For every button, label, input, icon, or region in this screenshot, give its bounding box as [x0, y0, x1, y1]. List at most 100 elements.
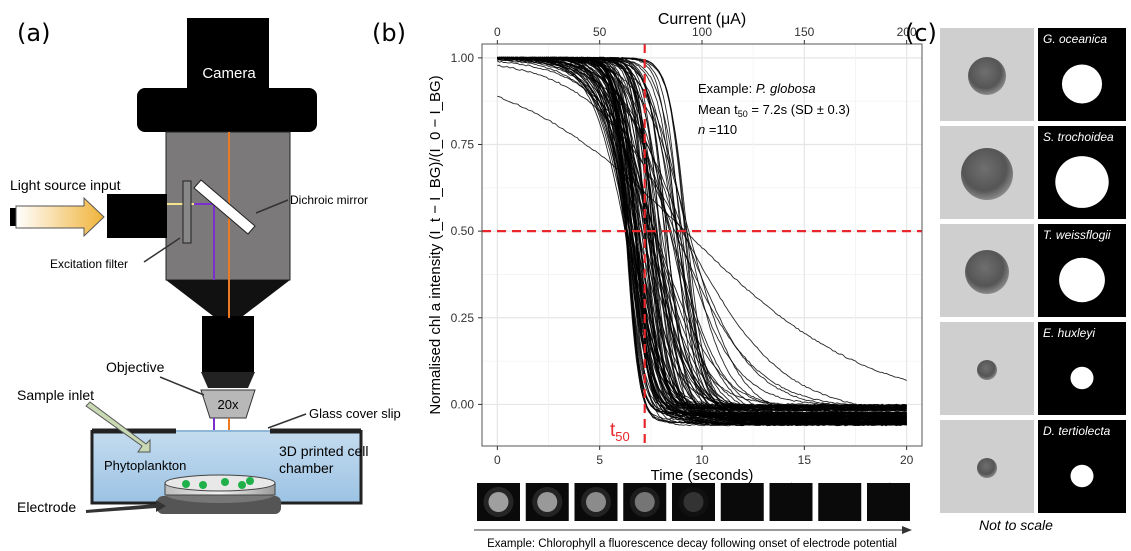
decay-curve [497, 95, 907, 381]
annotation-line2: Mean t50 = 7.2s (SD ± 0.3) [698, 102, 850, 119]
thumbnail-cell [586, 492, 606, 512]
cell-mask [1059, 257, 1105, 303]
y-tick-label: 0.00 [451, 397, 475, 411]
thumbnail-cell [634, 492, 655, 512]
decay-curve [497, 56, 907, 414]
decay-curve [497, 56, 907, 420]
chart-axes: 0.000.250.500.751.000 5 10 15 200 50 100 150 200… [427, 11, 923, 484]
objective-ring [201, 372, 255, 388]
thumbnail-glow [483, 487, 514, 517]
x-tick-label: 5 [596, 453, 603, 467]
dichroic-label: Dichroic mirror [290, 193, 368, 207]
decay-curve [497, 57, 907, 407]
electrode-label: Electrode [17, 499, 76, 515]
thumbnail-glow [629, 487, 660, 517]
thumbnail-frame [720, 483, 764, 521]
y-tick-label: 1.00 [451, 51, 475, 65]
cell-image [977, 458, 997, 478]
species-row: T. weissflogii [940, 224, 1126, 317]
camera-base [137, 88, 317, 132]
fluorescence-thumbnails [477, 482, 910, 521]
chamber-label-2: chamber [279, 460, 334, 476]
dichroic-mirror [193, 179, 256, 235]
cell-mask [1070, 366, 1094, 390]
thumbnail-glow [581, 487, 611, 517]
magnification-label: 20x [218, 397, 239, 412]
microscope-schematic: Camera 20x Light source input Dichroic m… [10, 18, 401, 515]
threshold-lines [482, 44, 922, 446]
species-row: G. oceanica [940, 28, 1126, 121]
light-port [107, 194, 167, 238]
decay-curves [497, 56, 907, 427]
thumbnail-glow [532, 487, 563, 517]
decay-curve [497, 64, 907, 412]
thumbnail-frame [672, 483, 715, 521]
cell-mask [1061, 64, 1103, 104]
thumbnail-cell [683, 492, 704, 512]
top-tick-label: 150 [794, 25, 814, 39]
excitation-label: Excitation filter [50, 257, 128, 271]
y-tick-label: 0.75 [451, 138, 475, 152]
decay-curve [497, 56, 907, 415]
cell-image [961, 148, 1013, 200]
thumbnail-cell [488, 492, 509, 512]
annotation-line3: n =110 [698, 122, 737, 137]
y-tick-label: 0.50 [451, 224, 475, 238]
species-row: D. tertiolecta [940, 420, 1126, 513]
decay-chart: 0.000.250.500.751.000 5 10 15 200 50 100 150 200… [427, 11, 923, 550]
x-tick-label: 0 [494, 453, 501, 467]
decay-curve [497, 57, 907, 420]
decay-curve [497, 56, 907, 419]
objective-lens [200, 389, 256, 419]
species-label: D. tertiolecta [1043, 424, 1111, 438]
panel-a-letter: (a) [17, 19, 51, 47]
decay-curve [497, 56, 907, 425]
y-axis-title: Normalised chl a intensity (I_t − I_BG)/… [427, 75, 444, 414]
sample-inlet-label: Sample inlet [17, 387, 94, 403]
timeline-arrowhead [902, 526, 912, 534]
sample-inlet-arrow [85, 401, 151, 453]
thumbnail-frame [867, 483, 910, 521]
light-arrow [15, 196, 105, 238]
top-tick-label: 50 [593, 25, 607, 39]
phytoplankton-cells [182, 477, 254, 489]
top-tick-label: 100 [692, 25, 712, 39]
thumbnail-cell [537, 492, 558, 512]
species-label: G. oceanica [1043, 32, 1107, 46]
x-tick-label: 10 [695, 453, 709, 467]
phytoplankton-label: Phytoplankton [104, 458, 186, 473]
panel-b-letter: (b) [372, 19, 406, 47]
camera-body [187, 18, 269, 88]
top-tick-label: 200 [897, 25, 917, 39]
y-tick-label: 0.25 [451, 311, 475, 325]
cell-mask [1055, 156, 1109, 208]
chamber-label-1: 3D printed cell [279, 443, 369, 459]
thumbnail-glow [678, 487, 709, 517]
species-label: S. trochoidea [1043, 130, 1114, 144]
decay-curve [497, 60, 907, 409]
excitation-filter [182, 180, 192, 244]
t50-label: t50 [610, 420, 630, 444]
cover-slip-label: Glass cover slip [309, 406, 401, 421]
thumbnail-frame [769, 483, 813, 521]
objective-label: Objective [106, 359, 165, 375]
species-images: G. oceanica S. trochoidea T. weissflogii E.… [940, 28, 1126, 533]
x-tick-label: 20 [900, 453, 914, 467]
x-axis-title: Time (seconds) [651, 467, 754, 484]
species-row: E. huxleyi [940, 322, 1126, 415]
thumbnail-caption: Example: Chlorophyll a fluorescence deca… [487, 538, 897, 550]
top-axis-title: Current (μA) [658, 11, 746, 28]
annotation-line1: Example: P. globosa [698, 81, 816, 96]
species-label: E. huxleyi [1043, 326, 1095, 340]
not-to-scale-note: Not to scale [979, 517, 1053, 533]
thumbnail-frame [818, 483, 862, 521]
cell-image [977, 360, 997, 380]
camera-label: Camera [202, 65, 256, 82]
top-tick-label: 0 [494, 25, 501, 39]
cell-mask [1070, 464, 1094, 488]
decay-curve [497, 57, 907, 407]
objective-tube [202, 316, 254, 372]
decay-curve [497, 56, 907, 417]
light-source-label: Light source input [10, 177, 121, 193]
cell-image [965, 250, 1009, 294]
